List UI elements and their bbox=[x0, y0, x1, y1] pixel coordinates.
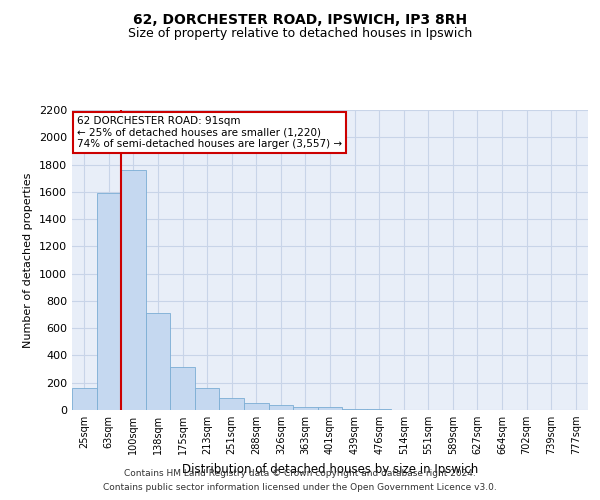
Bar bbox=[146, 313, 170, 410]
Text: Contains public sector information licensed under the Open Government Licence v3: Contains public sector information licen… bbox=[103, 484, 497, 492]
Bar bbox=[220, 398, 244, 410]
Bar bbox=[170, 367, 195, 410]
Bar bbox=[293, 407, 318, 410]
Y-axis label: Number of detached properties: Number of detached properties bbox=[23, 172, 34, 348]
Bar bbox=[195, 388, 220, 410]
Bar bbox=[269, 405, 293, 410]
Text: Size of property relative to detached houses in Ipswich: Size of property relative to detached ho… bbox=[128, 28, 472, 40]
Text: 62, DORCHESTER ROAD, IPSWICH, IP3 8RH: 62, DORCHESTER ROAD, IPSWICH, IP3 8RH bbox=[133, 12, 467, 26]
Bar bbox=[121, 170, 146, 410]
Bar bbox=[97, 193, 121, 410]
Bar bbox=[72, 388, 97, 410]
X-axis label: Distribution of detached houses by size in Ipswich: Distribution of detached houses by size … bbox=[182, 462, 478, 475]
Text: 62 DORCHESTER ROAD: 91sqm
← 25% of detached houses are smaller (1,220)
74% of se: 62 DORCHESTER ROAD: 91sqm ← 25% of detac… bbox=[77, 116, 342, 149]
Bar bbox=[244, 402, 269, 410]
Bar bbox=[318, 408, 342, 410]
Text: Contains HM Land Registry data © Crown copyright and database right 2024.: Contains HM Land Registry data © Crown c… bbox=[124, 468, 476, 477]
